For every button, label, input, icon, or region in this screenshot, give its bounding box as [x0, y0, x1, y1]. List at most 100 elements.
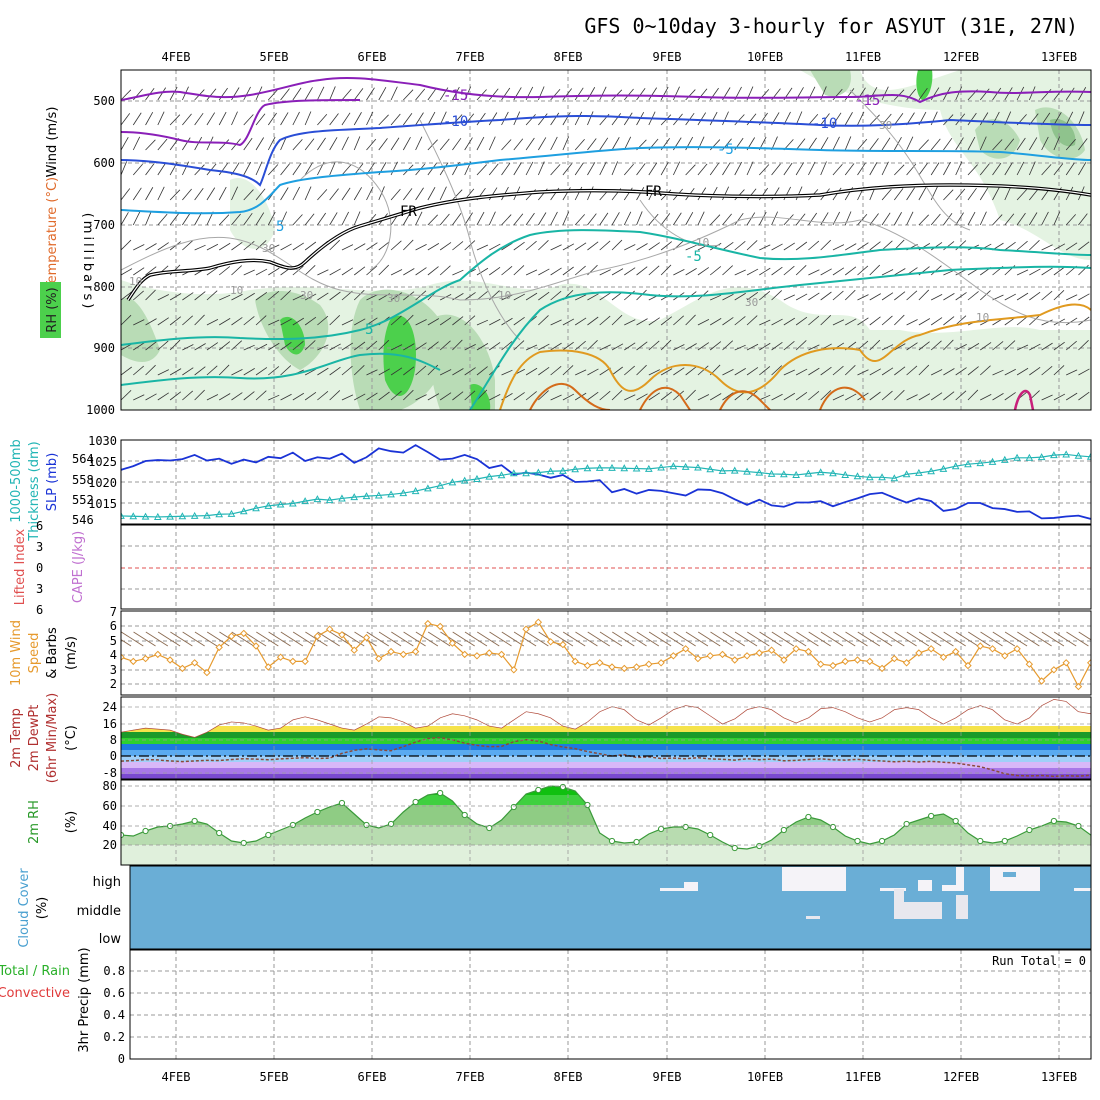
upper-wind-barb	[268, 164, 279, 176]
upper-wind-barb	[1004, 138, 1015, 151]
upper-wind-barb	[550, 88, 561, 101]
upper-wind-barb	[292, 214, 303, 226]
upper-wind-barb	[587, 111, 594, 126]
rh-contour	[419, 119, 521, 341]
bottom-date-label: 13FEB	[1041, 1070, 1077, 1084]
upper-wind-barb	[992, 186, 1000, 201]
thickness-marker	[951, 462, 960, 470]
upper-wind-barb	[611, 137, 620, 151]
upper-wind-barb	[844, 136, 852, 151]
thickness-marker	[669, 462, 678, 470]
upper-wind-barb	[268, 291, 280, 301]
upper-wind-barb	[918, 139, 929, 151]
thickness-marker	[276, 500, 285, 508]
upper-wind-barb	[808, 240, 820, 251]
upper-wind-barb	[231, 265, 242, 276]
upper-wind-barb	[758, 211, 767, 226]
thickness-marker	[121, 511, 125, 519]
upper-wind-barb	[550, 366, 562, 376]
wind-speed-marker	[510, 666, 518, 674]
upper-wind-barb	[795, 368, 808, 376]
cloud-block	[894, 889, 904, 919]
upper-wind-barb	[783, 162, 793, 176]
upper-wind-barb	[427, 111, 436, 126]
wind-speed-marker	[399, 650, 408, 659]
upper-wind-barb	[759, 366, 771, 376]
upper-wind-barb	[624, 319, 636, 326]
upper-wind-barb	[206, 365, 218, 376]
upper-wind-barb	[317, 86, 325, 101]
upper-wind-barb	[243, 86, 251, 101]
upper-wind-barb	[869, 264, 881, 276]
panel-label-speed: Speed	[27, 633, 42, 674]
upper-wind-barb	[501, 87, 511, 101]
rh-marker	[216, 829, 223, 837]
wind-speed-marker	[669, 652, 678, 660]
upper-wind-barb	[390, 161, 398, 176]
upper-wind-barb	[918, 87, 928, 101]
upper-wind-barb	[660, 339, 672, 351]
wind-speed-marker	[731, 656, 739, 664]
li-tick: 6	[36, 519, 43, 533]
panel-label-minmax: (6hr Min/Max)	[45, 693, 60, 783]
upper-wind-barb	[182, 292, 194, 301]
upper-wind-barb	[918, 186, 927, 201]
wind-speed-marker	[1013, 645, 1021, 653]
upper-wind-barb	[304, 368, 317, 376]
upper-wind-barb	[918, 318, 931, 326]
upper-wind-barb	[1078, 340, 1089, 351]
upper-wind-barb	[746, 113, 757, 126]
panel-label-wind: Wind (m/s)	[45, 107, 60, 178]
wind-tick: 4	[110, 648, 117, 662]
contour-label: 30	[745, 296, 758, 309]
upper-wind-barb	[525, 137, 535, 151]
contour-label: -5	[685, 249, 702, 265]
upper-wind-barb	[587, 87, 596, 101]
wind-speed-marker	[964, 661, 972, 670]
upper-wind-barb	[255, 291, 268, 301]
upper-wind-barb	[685, 268, 697, 276]
upper-wind-barb	[1016, 189, 1027, 201]
upper-wind-barb	[366, 138, 377, 151]
upper-wind-barb	[722, 241, 734, 251]
upper-wind-barb	[918, 393, 931, 401]
upper-wind-barb	[1053, 341, 1065, 351]
upper-wind-barb	[121, 113, 131, 126]
upper-wind-barb	[292, 242, 304, 251]
thickness-marker	[399, 489, 408, 497]
precip-labels: Total / Rain Convective 3hr Precip (mm)	[0, 947, 92, 1052]
upper-wind-barb	[697, 394, 710, 401]
wind-speed-marker	[240, 629, 248, 638]
upper-wind-barb	[206, 112, 216, 126]
upper-wind-barb	[452, 269, 464, 276]
wind-tick: 7	[110, 605, 117, 619]
thickness-marker	[141, 512, 150, 520]
upper-wind-barb	[734, 316, 746, 326]
upper-wind-barb	[1029, 137, 1038, 151]
wind-barb	[378, 631, 402, 647]
upper-wind-barb	[648, 162, 658, 176]
upper-wind-barb	[636, 243, 648, 251]
upper-wind-barb	[980, 393, 992, 401]
upper-wind-barb	[255, 188, 266, 201]
upper-wind-barb	[427, 87, 437, 101]
thickness-marker	[239, 507, 248, 515]
upper-wind-barb	[121, 291, 132, 301]
temp-band	[121, 744, 1091, 750]
upper-wind-barb	[1004, 293, 1016, 301]
upper-wind-barb	[231, 317, 243, 326]
panel-label-cloud-units: (%)	[35, 897, 50, 920]
upper-wind-barb	[182, 161, 190, 176]
thickness-marker	[902, 470, 911, 478]
upper-wind-barb	[697, 365, 709, 376]
temp-gridlines	[121, 697, 1091, 779]
upper-wind-barb	[464, 315, 476, 326]
upper-wind-barb	[722, 162, 731, 176]
upper-wind-barb	[133, 244, 145, 251]
thickness-marker	[755, 468, 764, 476]
upper-wind-barb	[820, 315, 832, 326]
wind-speed-marker	[546, 638, 555, 646]
upper-wind-barb	[636, 364, 647, 376]
upper-wind-barb	[734, 368, 746, 376]
rh-contour	[459, 216, 861, 301]
